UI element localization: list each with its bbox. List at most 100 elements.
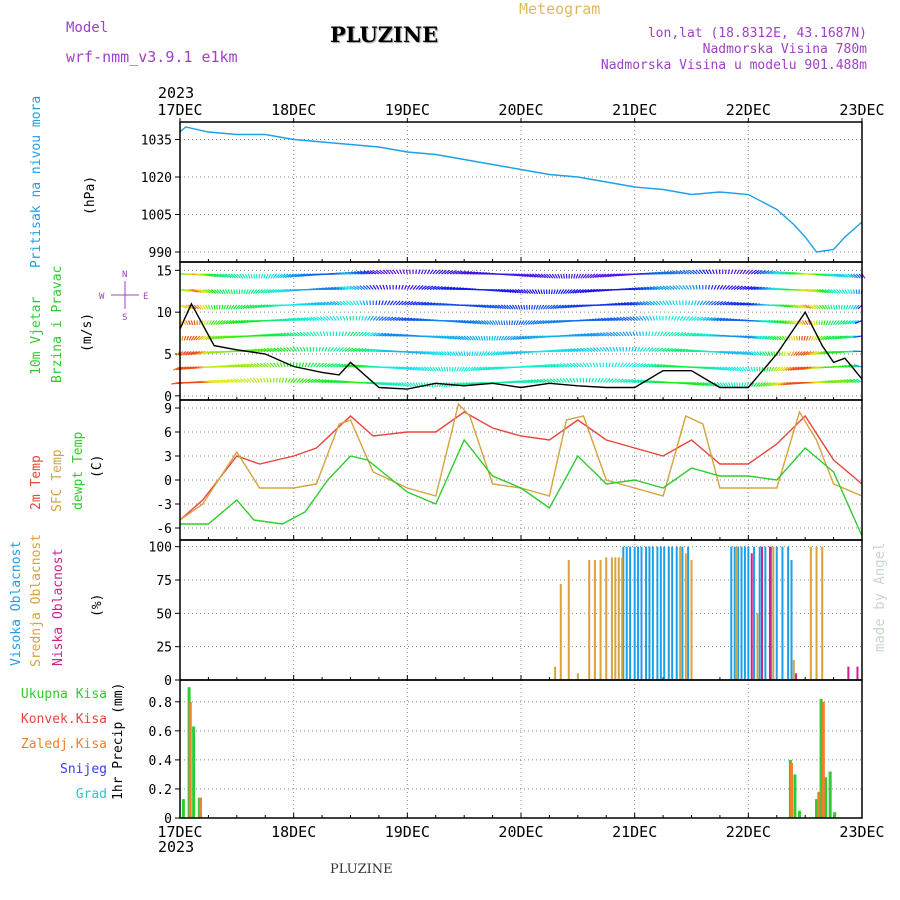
wind-barb (409, 301, 417, 306)
wind-barb (367, 315, 371, 321)
wind-barb (685, 269, 692, 275)
wind-barb (631, 362, 637, 368)
wind-barb (480, 320, 487, 325)
wind-barb (438, 366, 442, 372)
wind-barb (490, 366, 499, 371)
wind-barb (844, 273, 851, 279)
wind-barb (407, 366, 415, 371)
wind-barb (370, 349, 379, 353)
wind-barb (698, 284, 701, 290)
wind-barb (593, 332, 601, 337)
wind-barb (500, 304, 507, 310)
wind-barb (273, 347, 280, 353)
wind-barb (587, 288, 596, 293)
wind-barb (306, 346, 309, 352)
wind-barb (381, 332, 390, 337)
wind-barb (418, 285, 424, 290)
y-tick-label: 1035 (141, 134, 172, 149)
wind-barb (364, 315, 368, 321)
wind-barb (619, 316, 627, 322)
wind-barb (418, 350, 427, 355)
wind-barb (525, 335, 533, 340)
wind-barb (739, 269, 744, 275)
wind-barb (691, 381, 700, 386)
wind-barb (628, 362, 634, 368)
wind-barb (552, 378, 559, 383)
wind-barb (756, 351, 762, 356)
wind-barb (802, 351, 809, 356)
wind-barb (426, 366, 432, 372)
wind-barb (776, 335, 782, 341)
wind-barb (675, 300, 678, 306)
model-elevation-label: Nadmorska Visina u modelu 901.488m (600, 58, 867, 73)
wind-barb (614, 302, 624, 306)
wind-barb (435, 366, 439, 372)
wind-barb (563, 273, 566, 279)
wind-barb (768, 366, 772, 372)
bar-zaledj-kisa (198, 797, 202, 818)
wind-barb (607, 317, 615, 322)
wind-barb (745, 285, 753, 291)
wind-barb (381, 316, 387, 321)
wind-barb (231, 364, 240, 368)
wind-barb (497, 304, 504, 310)
bar-srednja-oblacnost (772, 546, 775, 680)
wind-barb (799, 304, 807, 309)
wind-barb (779, 335, 784, 341)
wind-barb (699, 381, 707, 387)
compass-s: S (122, 313, 127, 323)
wind-barb (466, 335, 472, 341)
wind-barb (248, 349, 257, 353)
wind-barb (800, 351, 806, 356)
wind-barb (233, 273, 239, 279)
wind-barb (682, 270, 689, 275)
high-cloud-label: Visoka Oblacnost (9, 540, 24, 666)
wind-barb (632, 331, 636, 337)
bar-srednja-oblacnost (554, 666, 557, 680)
bar-visoka-oblacnost (681, 546, 684, 680)
wind-barb (673, 270, 681, 275)
wind-barb (645, 315, 650, 321)
wind-barb (382, 284, 386, 290)
wind-barb (360, 270, 368, 275)
wind-barb (372, 315, 378, 321)
wind-barb (639, 301, 647, 306)
wind-barb (853, 364, 863, 368)
wind-barb (378, 332, 387, 337)
wind-barb (574, 288, 582, 294)
wind-barb (304, 362, 308, 368)
bar-visoka-oblacnost (740, 546, 743, 680)
wind-barb (694, 333, 703, 337)
wind-barb (214, 379, 223, 384)
wind-barb (784, 319, 792, 325)
wind-barb (665, 300, 670, 306)
wind-barb (832, 320, 837, 326)
wind-barb (505, 350, 513, 355)
wind-barb (696, 300, 701, 306)
wind-barb (429, 302, 439, 306)
wind-barb (668, 331, 674, 337)
wind-barb (365, 285, 371, 290)
wind-barb (609, 331, 616, 337)
wind-barb (807, 288, 816, 293)
wind-barb (222, 289, 226, 295)
wind-barb (237, 363, 246, 368)
wind-barb (625, 362, 631, 368)
time-label-top: 19DEC (385, 101, 430, 119)
wind-barb (705, 300, 711, 306)
wind-barb (672, 285, 678, 290)
model-name: wrf-nmm_v3.9.1 e1km (66, 48, 238, 66)
wind-barb (385, 269, 391, 275)
wind-barb (658, 315, 661, 321)
wind-barb (482, 366, 490, 371)
wind-barb (514, 304, 519, 310)
elevation-label: Nadmorska Visina 780m (702, 42, 867, 57)
wind-barb (837, 335, 846, 340)
wind-barb (602, 273, 610, 278)
wind-barb (696, 316, 704, 322)
compass-e: E (143, 292, 148, 302)
wind-barb (556, 378, 562, 383)
wind-barb (475, 319, 482, 325)
wind-barb (834, 379, 843, 384)
wind-barb (776, 271, 785, 275)
